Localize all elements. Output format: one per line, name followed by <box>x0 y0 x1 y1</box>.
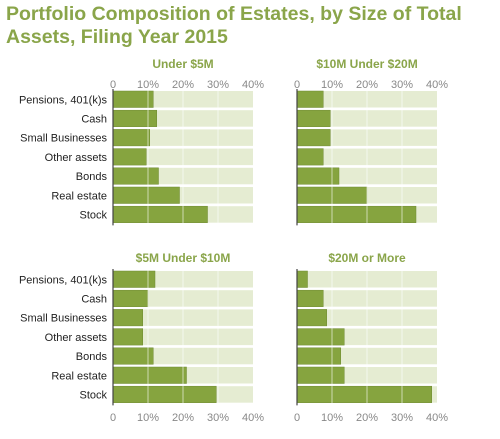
panel-title: $20M or More <box>328 251 406 265</box>
bar <box>296 347 341 365</box>
panel-title: $10M Under $20M <box>316 57 417 71</box>
category-label: Bonds <box>76 351 108 363</box>
x-tick-label: 0 <box>110 412 116 424</box>
x-tick-label: 20% <box>172 79 194 91</box>
bar <box>296 109 331 127</box>
x-tick-label: 30% <box>207 79 229 91</box>
bar <box>112 366 187 384</box>
bar <box>112 109 157 127</box>
x-tick-label: 0 <box>294 412 300 424</box>
bar <box>296 270 308 288</box>
x-tick-label: 0 <box>110 79 116 91</box>
chart-title: Portfolio Composition of Estates, by Siz… <box>6 3 462 48</box>
bar <box>296 148 324 166</box>
category-label: Real estate <box>51 190 107 202</box>
bar <box>112 328 143 346</box>
bar <box>112 148 147 166</box>
x-tick-label: 0 <box>294 79 300 91</box>
x-tick-label: 30% <box>207 412 229 424</box>
x-tick-label: 40% <box>426 79 448 91</box>
x-tick-label: 40% <box>242 79 264 91</box>
bar <box>112 186 180 204</box>
x-tick-label: 20% <box>356 412 378 424</box>
panel-title: $5M Under $10M <box>136 251 231 265</box>
x-tick-label: 20% <box>172 412 194 424</box>
category-label: Other assets <box>45 332 108 344</box>
x-tick-label: 30% <box>391 412 413 424</box>
bar <box>296 328 345 346</box>
bar <box>112 270 156 288</box>
bar <box>112 129 150 147</box>
category-label: Stock <box>79 209 107 221</box>
bar <box>296 366 345 384</box>
bar <box>112 205 208 223</box>
bar <box>296 90 324 108</box>
category-label: Cash <box>81 113 107 125</box>
bar <box>112 167 159 185</box>
bar <box>296 385 432 403</box>
category-label: Small Businesses <box>20 133 107 145</box>
x-tick-label: 30% <box>391 79 413 91</box>
category-label: Cash <box>81 293 107 305</box>
x-tick-label: 40% <box>426 412 448 424</box>
category-label: Stock <box>79 389 107 401</box>
bar <box>112 347 154 365</box>
x-tick-label: 20% <box>356 79 378 91</box>
panel-title: Under $5M <box>152 57 213 71</box>
x-tick-label: 40% <box>242 412 264 424</box>
category-label: Small Businesses <box>20 313 107 325</box>
bar <box>296 309 327 327</box>
category-label: Real estate <box>51 370 107 382</box>
bar <box>112 385 217 403</box>
bar <box>112 309 143 327</box>
x-tick-label: 10% <box>137 79 159 91</box>
bar <box>296 167 340 185</box>
x-tick-label: 10% <box>321 412 343 424</box>
bar <box>296 205 417 223</box>
category-label: Bonds <box>76 171 108 183</box>
category-label: Pensions, 401(k)s <box>19 274 108 286</box>
bar <box>112 289 149 307</box>
bar <box>296 129 331 147</box>
category-label: Pensions, 401(k)s <box>19 94 108 106</box>
x-tick-label: 10% <box>137 412 159 424</box>
category-label: Other assets <box>45 152 108 164</box>
bar <box>112 90 154 108</box>
bar <box>296 289 324 307</box>
x-tick-label: 10% <box>321 79 343 91</box>
